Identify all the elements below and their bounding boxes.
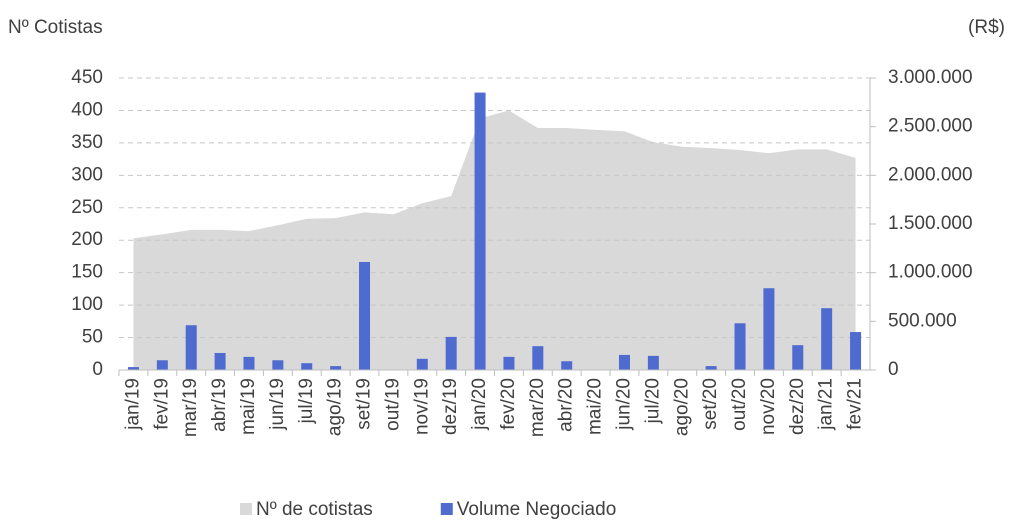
x-tick-label: jul/19 [296, 378, 317, 424]
x-tick-label: jun/19 [267, 378, 288, 431]
bar [618, 354, 630, 370]
y-tick-label: 300 [71, 164, 103, 185]
x-tick-label: abr/19 [209, 378, 230, 432]
x-tick-label: nov/19 [411, 378, 432, 435]
bar [359, 261, 371, 370]
y-tick-label: 400 [71, 99, 103, 120]
bar [127, 367, 139, 370]
area [133, 110, 856, 370]
bar [503, 356, 515, 370]
y2-tick-label: 2.500.000 [888, 116, 973, 137]
y2-tick-label: 500.000 [888, 310, 957, 331]
bar [561, 361, 573, 370]
x-tick-label: jan/21 [816, 378, 837, 431]
y2-tick-label: 0 [888, 359, 899, 380]
bar [272, 360, 284, 370]
legend-swatch [440, 503, 453, 515]
bar [647, 355, 659, 370]
bar [330, 366, 342, 370]
x-tick-label: mar/19 [180, 378, 201, 437]
x-tick-label: ago/20 [671, 378, 692, 436]
y-tick-label: 100 [71, 294, 103, 315]
bar [821, 308, 833, 370]
x-tick-label: fev/20 [498, 378, 519, 430]
x-tick-label: fev/21 [845, 378, 866, 430]
x-tick-label: dez/20 [787, 378, 808, 435]
x-tick-label: jan/20 [469, 378, 490, 431]
bar [416, 358, 428, 370]
y2-tick-label: 1.000.000 [888, 262, 973, 283]
x-tick-label: set/19 [354, 378, 375, 430]
x-tick-label: jun/20 [613, 378, 634, 431]
x-tick-label: out/20 [729, 378, 750, 431]
bar [734, 323, 746, 370]
x-tick-label: nov/20 [758, 378, 779, 435]
y2-axis-title: (R$) [968, 17, 1005, 38]
y-tick-label: 250 [71, 197, 103, 218]
bar [156, 360, 168, 370]
x-tick-label: mar/20 [527, 378, 548, 437]
y2-tick-label: 3.000.000 [888, 67, 973, 88]
bar [850, 332, 862, 370]
legend-label: Volume Negociado [457, 499, 617, 520]
x-tick-label: dez/19 [440, 378, 461, 435]
y2-tick-label: 1.500.000 [888, 213, 973, 234]
x-tick-label: jul/20 [642, 378, 663, 424]
y-tick-label: 150 [71, 262, 103, 283]
x-tick-label: ago/19 [325, 378, 346, 436]
x-tick-label: mai/20 [585, 378, 606, 435]
bar [474, 92, 486, 370]
bar [532, 346, 544, 370]
y-tick-label: 200 [71, 229, 103, 250]
x-tick-label: mai/19 [238, 378, 259, 435]
y2-tick-label: 2.000.000 [888, 164, 973, 185]
y-axis-title: Nº Cotistas [8, 17, 103, 38]
x-tick-label: set/20 [700, 378, 721, 430]
y-tick-label: 50 [82, 327, 103, 348]
y-tick-label: 350 [71, 132, 103, 153]
bar [243, 356, 255, 370]
y-tick-label: 0 [92, 359, 103, 380]
bar [445, 336, 457, 370]
bar [185, 325, 197, 370]
x-tick-label: fev/19 [151, 378, 172, 430]
bar [301, 363, 313, 370]
bar [792, 345, 804, 370]
x-tick-label: abr/20 [556, 378, 577, 432]
y-tick-label: 450 [71, 67, 103, 88]
bar [763, 288, 775, 370]
x-tick-label: jan/19 [122, 378, 143, 431]
bar [214, 352, 226, 370]
legend-label: Nº de cotistas [256, 499, 373, 520]
legend-swatch [240, 503, 252, 515]
x-tick-label: out/19 [382, 378, 403, 431]
bar [705, 366, 717, 370]
